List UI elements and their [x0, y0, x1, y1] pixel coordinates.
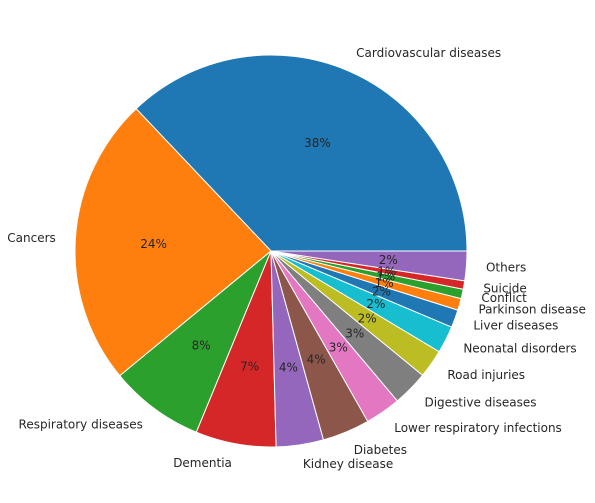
category-label-cancers: Cancers [7, 231, 56, 245]
category-label-dementia: Dementia [173, 456, 232, 470]
category-label-diabetes: Diabetes [354, 443, 407, 457]
category-label-liver-diseases: Liver diseases [473, 318, 558, 332]
pie-slice-cancers [74, 108, 272, 377]
pie-slice-respiratory-diseases [119, 250, 272, 433]
slices-layer [74, 54, 468, 448]
percent-label-diabetes: 4% [307, 353, 326, 367]
category-label-parkinson-disease: Parkinson disease [478, 303, 585, 317]
category-label-road-injuries: Road injuries [447, 368, 525, 382]
percent-label-liver-diseases: 2% [372, 285, 391, 299]
percent-label-cancers: 24% [140, 237, 167, 251]
percent-label-suicide: 1% [377, 264, 396, 278]
category-label-respiratory-diseases: Respiratory diseases [19, 417, 143, 431]
percent-label-digestive-diseases: 3% [345, 327, 364, 341]
pie-slice-cardiovascular-diseases [135, 54, 468, 252]
percent-labels-layer: 38%24%8%7% 4%4%3%3%2%2%2%1%1%1%2% [140, 136, 397, 374]
percent-label-neonatal-disorders: 2% [366, 297, 385, 311]
percent-label-conflict: 1% [376, 270, 395, 284]
category-labels-layer: Cardiovascular diseases Cancers Respirator… [7, 46, 586, 471]
category-label-digestive-diseases: Digestive diseases [424, 395, 536, 409]
category-label-suicide: Suicide [483, 281, 527, 295]
category-label-lower-respiratory-infections: Lower respiratory infections [394, 421, 562, 435]
percent-label-parkinson-disease: 1% [375, 276, 394, 290]
pie-slice-others [270, 250, 468, 282]
category-label-cardiovascular-diseases: Cardiovascular diseases [356, 46, 501, 60]
percent-label-dementia: 7% [240, 360, 259, 374]
percent-label-others: 2% [379, 253, 398, 267]
percent-label-cardiovascular-diseases: 38% [304, 136, 331, 150]
percent-label-road-injuries: 2% [358, 312, 377, 326]
category-label-neonatal-disorders: Neonatal disorders [463, 341, 576, 355]
category-label-others: Others [486, 261, 526, 275]
percent-label-kidney-disease: 4% [279, 360, 298, 374]
percent-label-lower-respiratory-infections: 3% [329, 340, 348, 354]
percent-label-respiratory-diseases: 8% [192, 339, 211, 353]
category-label-conflict: Conflict [481, 291, 527, 305]
category-label-kidney-disease: Kidney disease [303, 457, 393, 471]
